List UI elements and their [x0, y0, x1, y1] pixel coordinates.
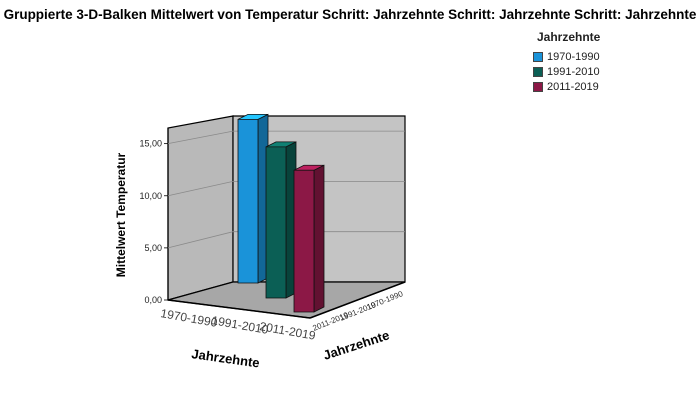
bar-1970-1990	[237, 113, 269, 284]
legend-label: 1991-2010	[547, 66, 600, 78]
x-tick-2011-2019: 2011-2019	[258, 319, 316, 343]
z-axis-title: Jahrzehnte	[321, 327, 391, 362]
y-tick-label: 10,00	[139, 191, 162, 201]
gridline	[167, 130, 405, 145]
legend-swatch	[533, 82, 543, 92]
y-axis-ticks: 0,00 5,00 10,00 15,00	[139, 139, 168, 305]
y-tick-label: 15,00	[139, 139, 162, 149]
legend-title: Jahrzehnte	[537, 30, 601, 44]
legend-item-1991-2010: 1991-2010	[533, 65, 600, 79]
legend-label: 2011-2019	[547, 81, 599, 93]
y-tick-label: 5,00	[144, 243, 162, 253]
bars	[237, 113, 325, 313]
bar-front	[265, 146, 287, 299]
y-tick-label: 0,00	[144, 295, 162, 305]
bar-2011-2019	[293, 164, 325, 313]
legend-item-1970-1990: 1970-1990	[533, 50, 600, 64]
x-axis-title: Jahrzehnte	[191, 346, 261, 370]
bar-front	[293, 169, 315, 313]
legend: Jahrzehnte 1970-1990 1991-2010 2011-2019	[533, 30, 600, 95]
bar-side	[313, 164, 325, 313]
gridline	[167, 180, 405, 197]
legend-swatch	[533, 67, 543, 77]
bar-front	[237, 118, 259, 284]
legend-item-2011-2019: 2011-2019	[533, 80, 600, 94]
gridlines	[167, 130, 405, 249]
chart-title: Gruppierte 3-D-Balken Mittelwert von Tem…	[3, 7, 697, 22]
front-edge	[167, 299, 311, 319]
right-edge	[309, 281, 406, 319]
legend-label: 1970-1990	[547, 51, 600, 63]
gridline	[167, 231, 405, 249]
legend-swatch	[533, 52, 543, 62]
y-axis-title: Mittelwert Temperatur	[114, 152, 128, 277]
bar-1991-2010	[265, 141, 297, 299]
left-wall	[167, 115, 234, 301]
